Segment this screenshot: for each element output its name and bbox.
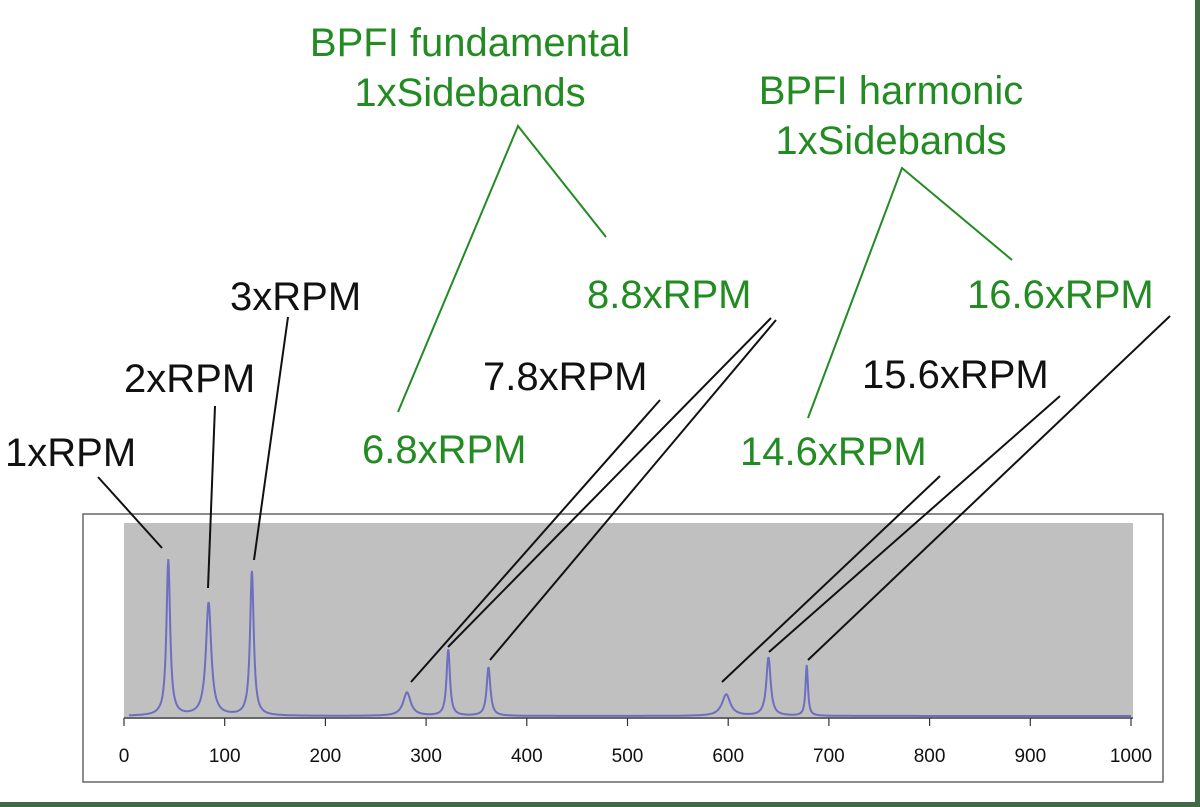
x-tick-label: 600 [712,746,744,767]
peak-label-3x: 3xRPM [230,275,361,319]
peak-label-15-6x: 15.6xRPM [862,353,1049,397]
x-tick-label: 800 [914,746,946,767]
x-tick-label: 200 [310,746,342,767]
peak-label-6-8x: 6.8xRPM [362,428,527,472]
frame-border-bottom [0,802,1200,807]
group-label-harmonic-line2: 1xSidebands [775,119,1006,163]
frame-border-right [1195,0,1200,807]
group-label-fundamental-line2: 1xSidebands [354,71,585,115]
x-tick-label: 0 [119,746,130,767]
x-tick-label: 500 [612,746,644,767]
x-tick-label: 700 [813,746,845,767]
x-tick-label: 400 [511,746,543,767]
peak-label-8-8x: 8.8xRPM [587,273,752,317]
peak-label-7-8x: 7.8xRPM [483,355,648,399]
x-tick-label: 1000 [1110,746,1152,767]
group-leader-lines [397,124,1013,419]
spectrum-line [128,559,1131,717]
x-tick-label: 900 [1014,746,1046,767]
group-label-harmonic-line1: BPFI harmonic [759,69,1024,113]
peak-leader-lines [97,315,1171,683]
peak-label-1x: 1xRPM [5,431,136,475]
peak-label-16-6x: 16.6xRPM [967,273,1154,317]
plot-area [124,523,1133,719]
x-tick-label: 100 [209,746,241,767]
x-tick-label: 300 [410,746,442,767]
group-label-fundamental-line1: BPFI fundamental [310,21,630,65]
peak-label-14-6x: 14.6xRPM [740,430,927,474]
peak-label-2x: 2xRPM [124,357,255,401]
x-axis-ticks: 0 100 200 300 400 500 600 700 800 900 1000 [119,718,1152,767]
